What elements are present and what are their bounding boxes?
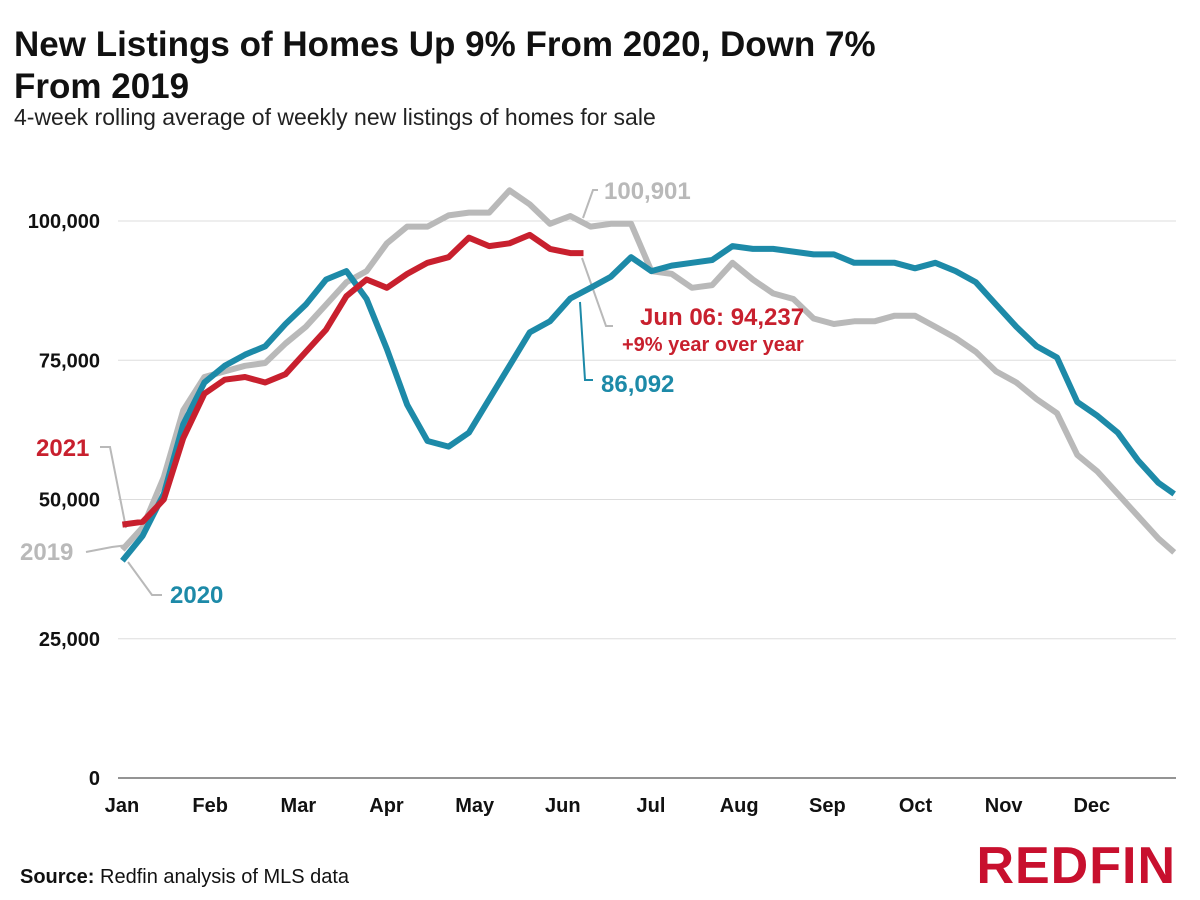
leader-2021-value — [581, 257, 613, 327]
x-tick-label: Apr — [369, 795, 404, 817]
annotation-2021-change: +9% year over year — [622, 334, 804, 356]
x-tick-label: May — [455, 795, 495, 817]
gridlines — [118, 220, 1176, 779]
series-label-2020: 2020 — [170, 582, 223, 609]
annotation-labels: 100,901 Jun 06: 94,237 +9% year over yea… — [20, 178, 804, 609]
x-tick-label: Feb — [192, 795, 228, 817]
series-label-2021: 2021 — [36, 435, 89, 462]
series-lines — [120, 187, 1177, 563]
x-tick-label: Aug — [720, 795, 759, 817]
series-label-2019: 2019 — [20, 539, 73, 566]
x-tick-label: Oct — [899, 795, 933, 817]
leader-lines — [85, 189, 613, 596]
annotation-peak-2019: 100,901 — [604, 178, 691, 205]
leader-peak-2019 — [582, 189, 598, 219]
y-tick-label: 0 — [89, 768, 100, 790]
leader-label-2020 — [127, 561, 162, 596]
leader-2020-value — [579, 301, 593, 381]
x-tick-label: Jan — [105, 795, 139, 817]
x-axis: Jan Feb Mar Apr May Jun Jul Aug Sep Oct Nov Dec — [105, 795, 1110, 817]
chart-title: New Listings of Homes Up 9% From 2020, D… — [14, 25, 876, 106]
source-text: Redfin analysis of MLS data — [100, 866, 350, 888]
chart-subtitle: 4-week rolling average of weekly new lis… — [14, 104, 656, 130]
x-tick-label: Dec — [1073, 795, 1110, 817]
x-tick-label: Nov — [985, 795, 1024, 817]
series-line-2020 — [120, 243, 1176, 563]
y-tick-label: 50,000 — [39, 490, 100, 512]
y-tick-label: 100,000 — [28, 211, 100, 233]
y-axis: 0 25,000 50,000 75,000 100,000 — [28, 211, 100, 790]
y-tick-label: 25,000 — [39, 629, 100, 651]
leader-label-2021 — [100, 446, 127, 529]
source-label: Source: — [20, 866, 95, 888]
series-line-2021 — [121, 231, 584, 528]
y-tick-label: 75,000 — [39, 350, 100, 372]
annotation-2020-value: 86,092 — [601, 371, 674, 398]
x-tick-label: Sep — [809, 795, 846, 817]
annotation-2021-value: Jun 06: 94,237 — [640, 304, 804, 331]
x-tick-label: Jun — [545, 795, 581, 817]
source-note: Source: Redfin analysis of MLS data — [20, 866, 349, 889]
x-tick-label: Jul — [637, 795, 666, 817]
redfin-logo: REDFIN — [976, 837, 1176, 895]
x-tick-label: Mar — [281, 795, 317, 817]
